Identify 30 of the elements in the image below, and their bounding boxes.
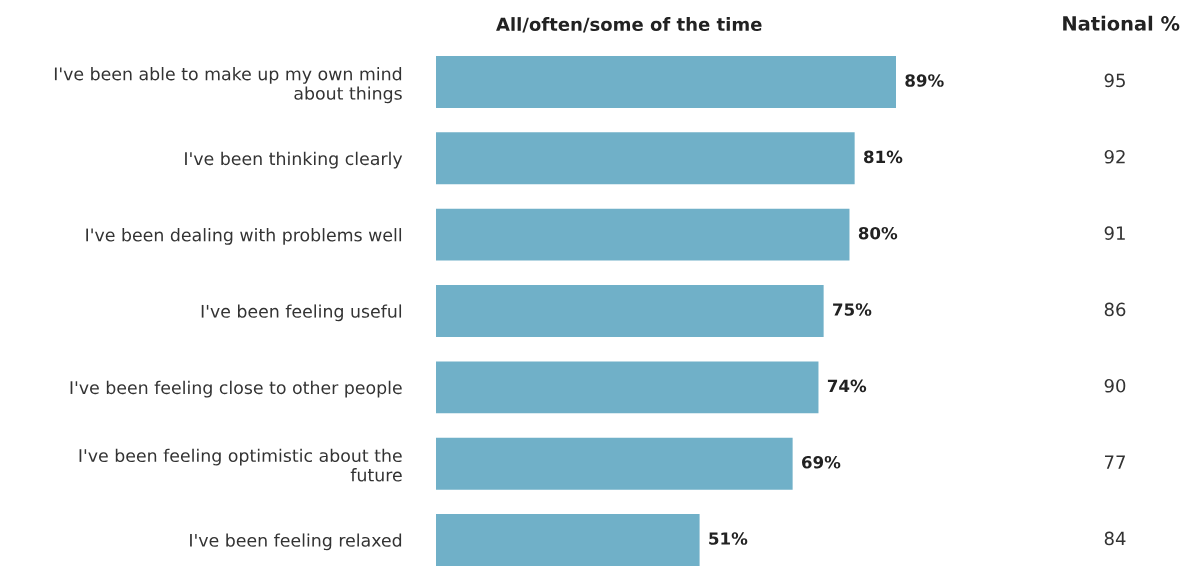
y-tick-label: I've been able to make up my own mind about things [54,66,402,104]
bar [436,132,855,185]
text: 90 [1104,378,1126,393]
data-label: 69% [802,455,841,469]
data-label: 74% [827,379,867,393]
text: 77 [1104,455,1125,469]
text: 84 [1104,531,1126,546]
bar [436,361,819,414]
series-label: All/often/some of the time [496,17,762,33]
data-label: 81% [864,150,903,164]
y-tick-label: I've been dealing with problems well [86,228,402,245]
y-tick-label: I've been feeling useful [201,304,402,322]
text: 92 [1104,149,1125,164]
bar [436,514,700,566]
data-label: 51% [709,532,748,545]
text: 86 [1104,302,1126,317]
text: 95 [1104,73,1125,88]
text: National % [1063,15,1180,31]
bar [436,56,896,108]
y-tick-label: I've been feeling optimistic about the future [79,448,402,482]
y-tick-label: I've been feeling relaxed [190,533,402,551]
bar [436,437,793,490]
bar [436,285,824,337]
y-tick-label: I've been thinking clearly [185,151,403,169]
text: 91 [1104,226,1125,240]
data-label: 75% [833,303,872,316]
data-label: 80% [858,226,898,240]
data-label: 89% [905,74,944,87]
y-tick-label: I've been feeling close to other people [70,380,402,398]
bar [436,208,850,261]
